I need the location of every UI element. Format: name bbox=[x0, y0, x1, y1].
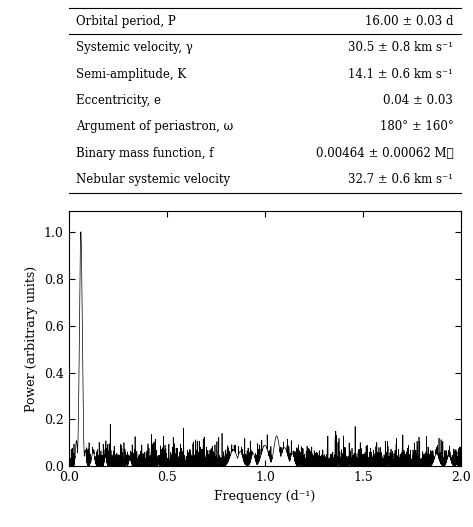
Text: Semi-amplitude, K: Semi-amplitude, K bbox=[77, 67, 187, 81]
Text: 180° ± 160°: 180° ± 160° bbox=[379, 121, 453, 133]
Text: Orbital period, P: Orbital period, P bbox=[77, 15, 176, 27]
Text: 0.00464 ± 0.00062 M☉: 0.00464 ± 0.00062 M☉ bbox=[315, 147, 453, 160]
X-axis label: Frequency (d⁻¹): Frequency (d⁻¹) bbox=[214, 490, 315, 503]
Text: Argument of periastron, ω: Argument of periastron, ω bbox=[77, 121, 234, 133]
Text: Nebular systemic velocity: Nebular systemic velocity bbox=[77, 173, 230, 187]
Text: Systemic velocity, γ: Systemic velocity, γ bbox=[77, 41, 193, 54]
Text: 16.00 ± 0.03 d: 16.00 ± 0.03 d bbox=[365, 15, 453, 27]
Text: Binary mass function, f: Binary mass function, f bbox=[77, 147, 214, 160]
Y-axis label: Power (arbitrary units): Power (arbitrary units) bbox=[25, 266, 38, 412]
Text: 30.5 ± 0.8 km s⁻¹: 30.5 ± 0.8 km s⁻¹ bbox=[348, 41, 453, 54]
Text: 32.7 ± 0.6 km s⁻¹: 32.7 ± 0.6 km s⁻¹ bbox=[348, 173, 453, 187]
Text: 0.04 ± 0.03: 0.04 ± 0.03 bbox=[384, 94, 453, 107]
Text: 14.1 ± 0.6 km s⁻¹: 14.1 ± 0.6 km s⁻¹ bbox=[349, 67, 453, 81]
Text: Eccentricity, e: Eccentricity, e bbox=[77, 94, 161, 107]
